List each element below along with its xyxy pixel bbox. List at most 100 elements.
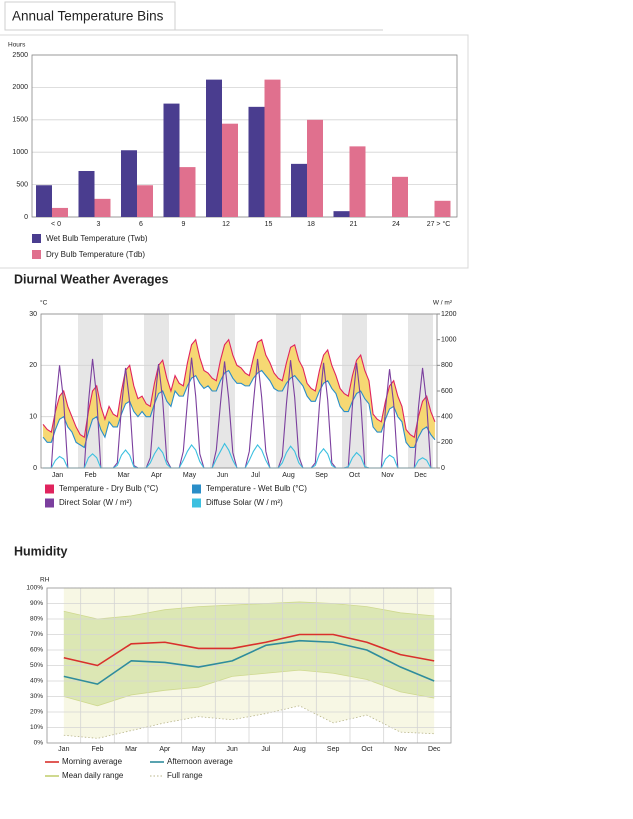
legend-label: Temperature - Wet Bulb (°C) <box>206 484 307 493</box>
x-tick-label: Feb <box>91 746 103 753</box>
legend-swatch <box>32 250 41 259</box>
bar <box>291 163 307 217</box>
legend-swatch <box>192 498 201 508</box>
x-tick-label: Jul <box>261 746 270 753</box>
x-tick-label: < 0 <box>51 221 61 228</box>
legend-label: Wet Bulb Temperature (Twb) <box>46 234 148 243</box>
bar <box>179 167 196 217</box>
x-tick-label: 3 <box>97 221 101 228</box>
bar <box>163 103 180 217</box>
x-tick-label: Jul <box>251 472 260 479</box>
x-tick-label: 27 > °C <box>427 220 451 228</box>
y-tick-label: 90% <box>30 600 43 607</box>
x-tick-label: Mar <box>125 746 138 753</box>
series-line <box>42 369 436 449</box>
plot-frame <box>31 54 458 218</box>
x-tick-label: 18 <box>307 221 315 228</box>
legend-label: Afternoon average <box>167 757 233 766</box>
bar <box>307 119 323 217</box>
series-line <box>63 639 435 685</box>
x-tick-label: Jun <box>217 472 228 479</box>
x-tick-label: Mar <box>117 472 130 479</box>
legend-label: Direct Solar (W / m²) <box>59 498 132 507</box>
x-tick-label: 9 <box>182 221 186 228</box>
y2-tick-label: 200 <box>441 439 453 446</box>
legend-label: Temperature - Dry Bulb (°C) <box>59 484 159 493</box>
bar <box>264 79 281 218</box>
bar <box>36 185 52 217</box>
chart-title: Diurnal Weather Averages <box>14 272 169 286</box>
y-tick-label: 2500 <box>12 52 28 59</box>
legend-swatch <box>192 484 201 494</box>
y-tick-label: 0% <box>34 740 44 747</box>
x-tick-label: May <box>192 746 206 753</box>
y-tick-label: 30% <box>30 693 43 700</box>
legend-label: Morning average <box>62 757 123 766</box>
legend-label: Diffuse Solar (W / m²) <box>206 498 283 507</box>
y-tick-label: 30 <box>29 311 37 318</box>
x-tick-label: Oct <box>349 472 360 479</box>
x-tick-label: Dec <box>414 472 427 479</box>
y-tick-label: 50% <box>30 662 43 669</box>
x-tick-label: Nov <box>394 746 407 753</box>
x-tick-label: Dec <box>428 746 441 753</box>
x-tick-label: Sep <box>315 472 328 479</box>
x-tick-label: Apr <box>151 472 163 479</box>
legend-swatch <box>45 498 54 508</box>
y-tick-label: 40% <box>30 678 43 685</box>
y-tick-label: 80% <box>30 616 43 623</box>
legend-label: Dry Bulb Temperature (Tdb) <box>46 250 145 259</box>
y-axis-label: Hours <box>8 42 26 49</box>
y-tick-label: 1500 <box>12 117 28 124</box>
bar <box>349 146 366 217</box>
tab <box>4 1 176 31</box>
bar <box>94 198 111 217</box>
y-tick-label: 0 <box>33 465 37 472</box>
bar <box>52 207 68 217</box>
x-tick-label: 15 <box>265 221 273 228</box>
x-tick-label: 24 <box>392 221 400 228</box>
x-tick-label: Apr <box>159 746 171 753</box>
panel-border <box>0 34 469 269</box>
bar <box>392 176 408 217</box>
bar <box>333 211 350 217</box>
x-tick-label: Feb <box>84 472 96 479</box>
bar <box>78 170 95 217</box>
x-tick-label: Jan <box>52 472 63 479</box>
series-line <box>63 633 435 667</box>
y-tick-label: 70% <box>30 631 43 638</box>
y-tick-label: 10% <box>30 724 43 731</box>
y-tick-label: 2000 <box>12 84 28 91</box>
x-tick-label: Aug <box>293 746 306 753</box>
bar <box>222 123 238 217</box>
x-tick-label: Jun <box>227 746 238 753</box>
plot-frame <box>40 313 438 469</box>
y2-tick-label: 600 <box>441 388 453 395</box>
bar <box>248 106 265 217</box>
chart-title: Humidity <box>14 544 68 558</box>
bar <box>137 185 153 217</box>
y2-tick-label: 0 <box>441 465 445 472</box>
y2-tick-label: 1000 <box>441 337 457 344</box>
x-tick-label: Oct <box>361 746 372 753</box>
plot-background <box>41 314 437 468</box>
legend-label: Full range <box>167 771 203 780</box>
x-tick-label: Sep <box>327 746 340 753</box>
y2-tick-label: 1200 <box>441 311 457 318</box>
legend-swatch <box>32 234 41 243</box>
y-axis-label: RH <box>40 577 50 584</box>
y2-axis-label: W / m² <box>433 300 453 307</box>
y-tick-label: 10 <box>29 414 37 421</box>
y-axis-label: °C <box>40 299 48 307</box>
y-tick-label: 20% <box>30 709 43 716</box>
bar <box>206 79 222 218</box>
y-tick-label: 500 <box>16 181 28 188</box>
x-tick-label: 21 <box>350 221 358 228</box>
series-line <box>42 338 436 439</box>
legend-swatch <box>45 484 54 494</box>
x-tick-label: 12 <box>222 221 230 228</box>
y-tick-label: 100% <box>26 585 43 592</box>
y-tick-label: 1000 <box>12 149 28 156</box>
